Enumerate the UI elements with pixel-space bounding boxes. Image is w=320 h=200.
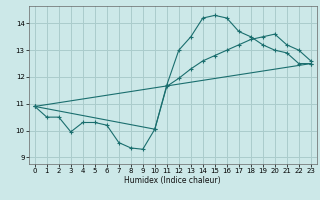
X-axis label: Humidex (Indice chaleur): Humidex (Indice chaleur) xyxy=(124,176,221,185)
